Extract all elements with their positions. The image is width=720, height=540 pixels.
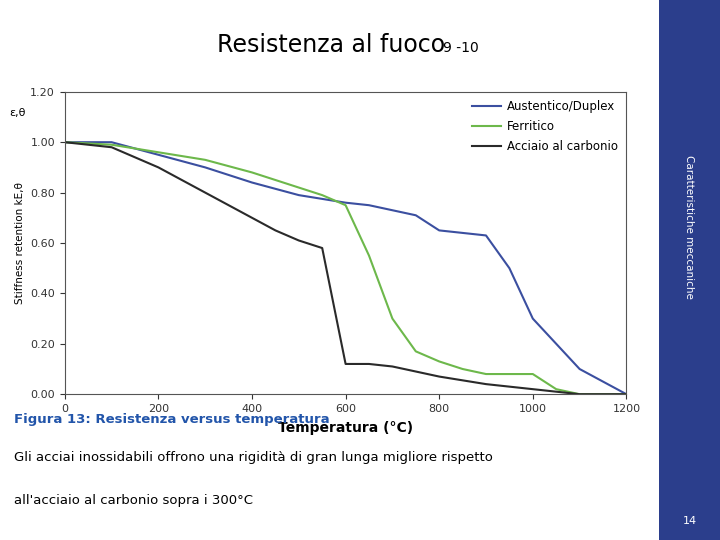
Ferritico [388,315,397,322]
Acciaio al carbonio [318,245,327,251]
Ferritico [528,371,537,377]
Austentico/Duplex [201,164,210,171]
Austentico/Duplex [622,391,631,397]
Ferritico [365,252,374,259]
Acciaio al carbonio [482,381,490,387]
X-axis label: Temperatura (°C): Temperatura (°C) [278,421,413,435]
Austentico/Duplex [294,192,303,198]
Ferritico [459,366,467,372]
Acciaio al carbonio [294,237,303,244]
Text: all'acciaio al carbonio sopra i 300°C: all'acciaio al carbonio sopra i 300°C [14,494,253,507]
Ferritico [294,184,303,191]
Austentico/Duplex [388,207,397,213]
Line: Ferritico: Ferritico [65,142,626,394]
Text: Figura 13: Resistenza versus temperatura: Figura 13: Resistenza versus temperatura [14,413,330,426]
Acciaio al carbonio [528,386,537,393]
Acciaio al carbonio [107,144,116,151]
Acciaio al carbonio [201,190,210,196]
Austentico/Duplex [412,212,420,219]
Ferritico [201,157,210,163]
Austentico/Duplex [575,366,584,372]
Austentico/Duplex [248,179,256,186]
Acciaio al carbonio [341,361,350,367]
Text: Resistenza al fuoco: Resistenza al fuoco [217,33,445,57]
Acciaio al carbonio [365,361,374,367]
Acciaio al carbonio [622,391,631,397]
Austentico/Duplex [459,230,467,236]
Austentico/Duplex [599,379,608,385]
Text: Gli acciai inossidabili offrono una rigidità di gran lunga migliore rispetto: Gli acciai inossidabili offrono una rigi… [14,451,493,464]
Ferritico [412,348,420,355]
Acciaio al carbonio [248,214,256,221]
Y-axis label: Stiffness retention kE,θ: Stiffness retention kE,θ [15,182,24,304]
Line: Austentico/Duplex: Austentico/Duplex [65,142,626,394]
Line: Acciaio al carbonio: Acciaio al carbonio [65,142,626,394]
Ferritico [435,358,444,365]
Ferritico [482,371,490,377]
Austentico/Duplex [341,199,350,206]
Ferritico [60,139,69,145]
Austentico/Duplex [365,202,374,208]
Ferritico [318,192,327,198]
Austentico/Duplex [435,227,444,234]
Ferritico [575,391,584,397]
Austentico/Duplex [60,139,69,145]
Text: 14: 14 [683,516,696,526]
Ferritico [154,149,163,156]
Austentico/Duplex [505,265,514,272]
Austentico/Duplex [482,232,490,239]
Ferritico [341,202,350,208]
Acciaio al carbonio [154,164,163,171]
Acciaio al carbonio [435,373,444,380]
Austentico/Duplex [528,315,537,322]
Text: 9 -10: 9 -10 [443,41,479,55]
Ferritico [505,371,514,377]
Ferritico [248,169,256,176]
Austentico/Duplex [552,341,561,347]
Austentico/Duplex [154,152,163,158]
Acciaio al carbonio [60,139,69,145]
Acciaio al carbonio [388,363,397,370]
Acciaio al carbonio [271,227,280,234]
Text: Caratteristiche meccaniche: Caratteristiche meccaniche [685,155,694,299]
Legend: Austentico/Duplex, Ferritico, Acciaio al carbonio: Austentico/Duplex, Ferritico, Acciaio al… [467,96,623,158]
Ferritico [622,391,631,397]
Ferritico [552,386,561,393]
Text: ε,θ: ε,θ [9,107,25,118]
Austentico/Duplex [107,139,116,145]
Acciaio al carbonio [575,391,584,397]
Ferritico [107,141,116,148]
